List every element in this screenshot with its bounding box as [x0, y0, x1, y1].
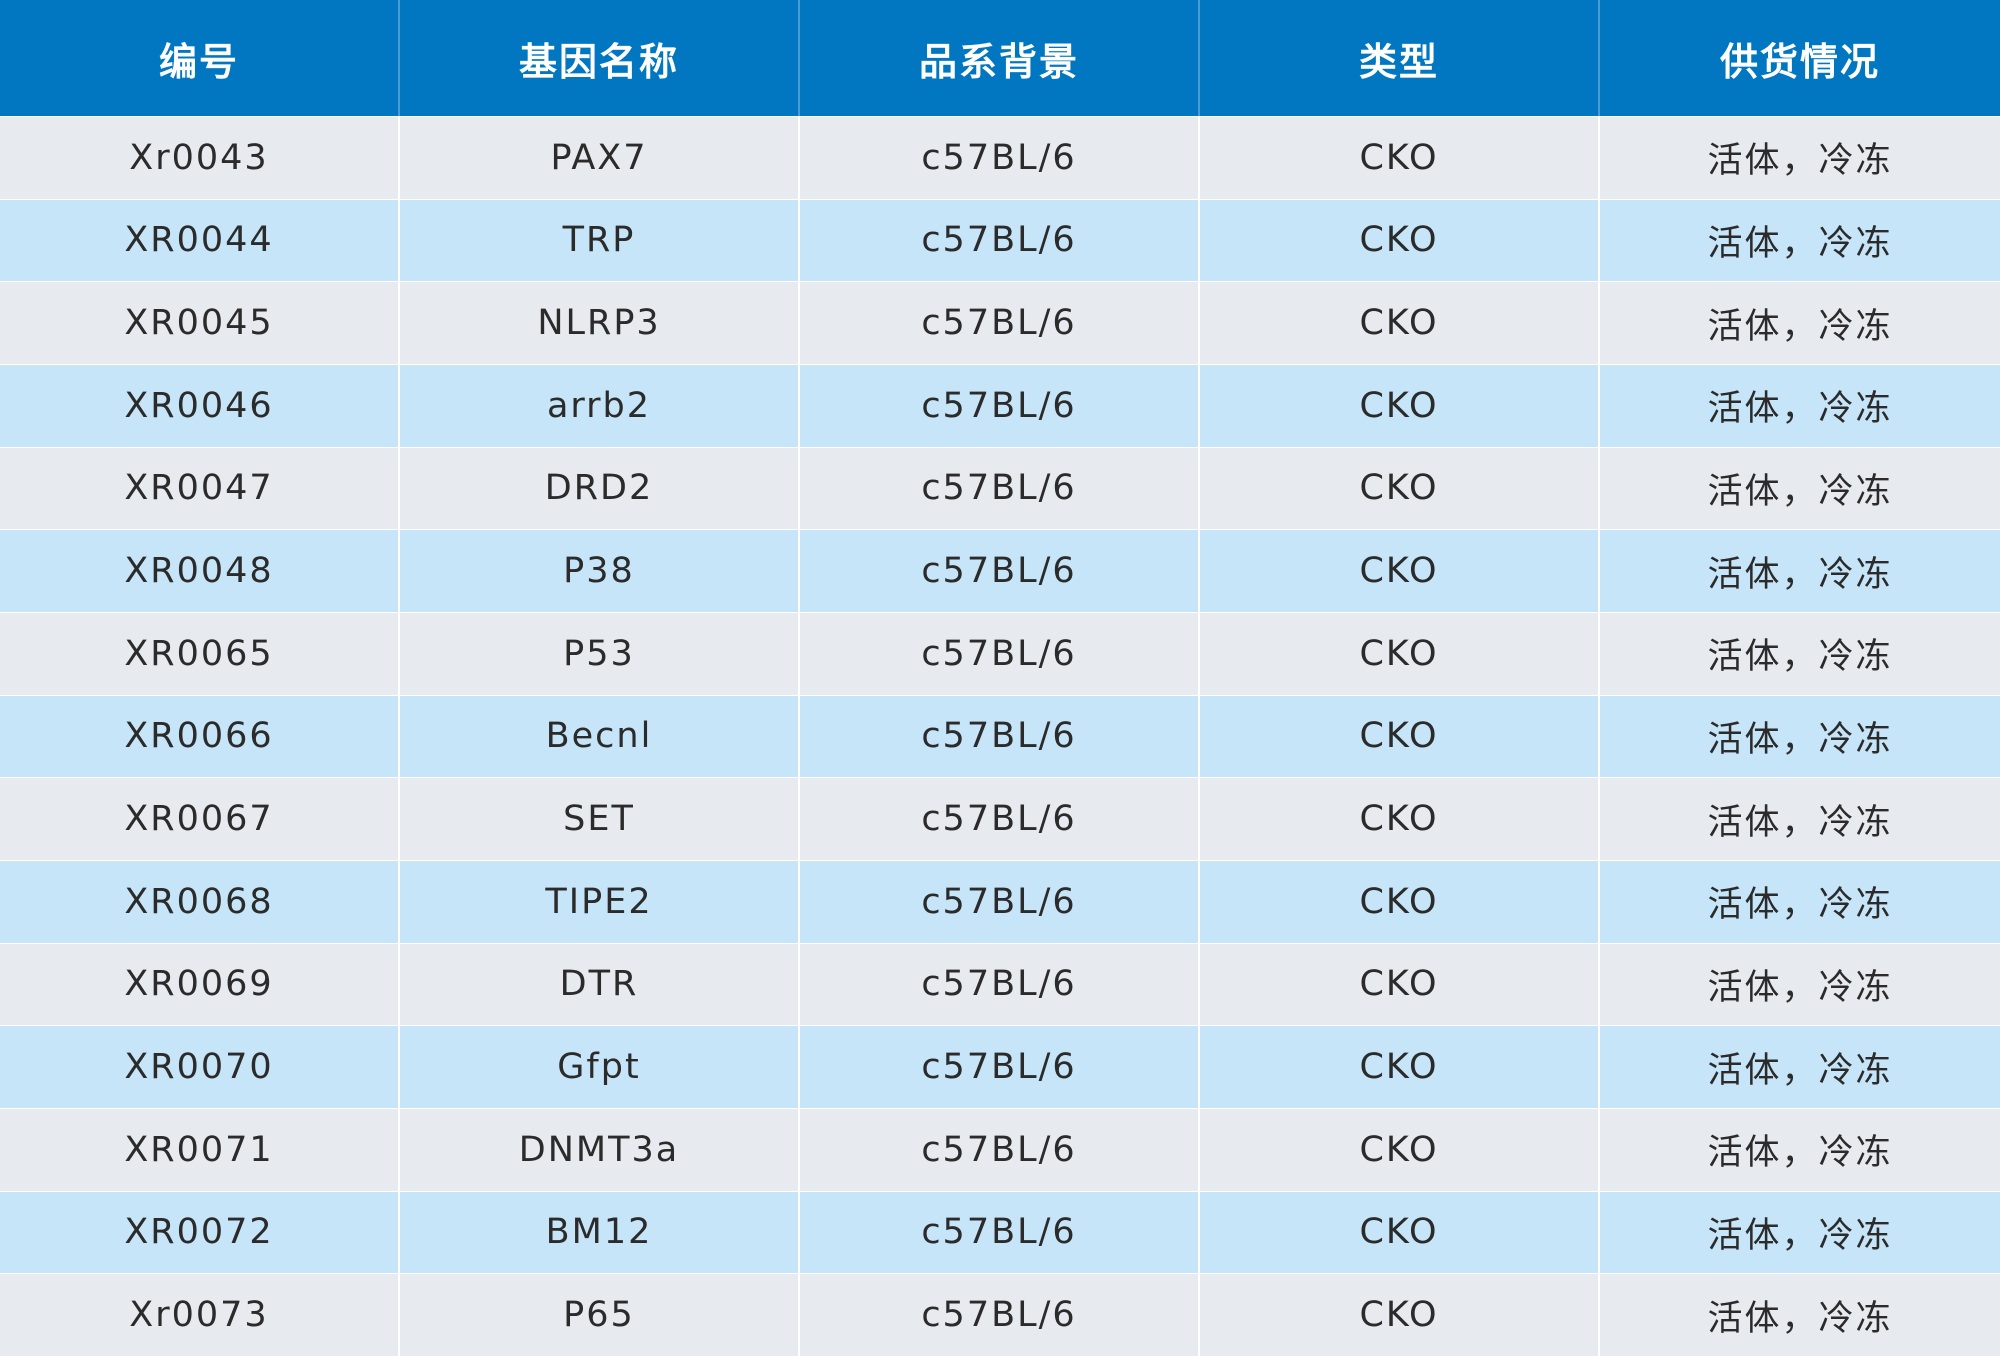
- cell-supply-status: 活体，冷冻: [1707, 223, 1893, 264]
- cell-strain-background: c57BL/6: [800, 860, 1200, 943]
- cell-supply-status: 活体，冷冻: [1707, 1298, 1893, 1339]
- cell-id: XR0044: [0, 199, 400, 282]
- cell-supply-status: 活体，冷冻: [1707, 637, 1893, 678]
- cell-gene-name: Gfpt: [400, 1026, 800, 1108]
- cell-id: XR0046: [0, 364, 400, 447]
- cell-type: CKO: [1200, 1108, 1600, 1191]
- cell-strain-background: c57BL/6: [800, 612, 1200, 695]
- cell-gene-name: P53: [400, 612, 800, 695]
- table-row: XR0066 Becnl c57BL/6 CKO 活体，冷冻: [0, 694, 2000, 778]
- cell-strain-background: c57BL/6: [800, 117, 1200, 199]
- cell-type: CKO: [1200, 943, 1600, 1026]
- cell-id: XR0067: [0, 778, 400, 860]
- cell-gene-name: SET: [400, 778, 800, 860]
- table-row: XR0044 TRP c57BL/6 CKO 活体，冷冻: [0, 198, 2000, 282]
- cell-gene-name: DTR: [400, 943, 800, 1026]
- table-row: XR0068 TIPE2 c57BL/6 CKO 活体，冷冻: [0, 859, 2000, 943]
- cell-gene-name: arrb2: [400, 364, 800, 447]
- header-type: 类型: [1200, 0, 1600, 116]
- table-row: XR0046 arrb2 c57BL/6 CKO 活体，冷冻: [0, 363, 2000, 447]
- cell-strain-background: c57BL/6: [800, 364, 1200, 447]
- cell-strain-background: c57BL/6: [800, 1026, 1200, 1108]
- cell-gene-name: PAX7: [400, 117, 800, 199]
- table-row: XR0072 BM12 c57BL/6 CKO 活体，冷冻: [0, 1190, 2000, 1274]
- cell-gene-name: TRP: [400, 199, 800, 282]
- cell-type: CKO: [1200, 1191, 1600, 1274]
- header-id: 编号: [0, 0, 400, 116]
- cell-strain-background: c57BL/6: [800, 778, 1200, 860]
- cell-id: XR0047: [0, 447, 400, 530]
- cell-id: XR0072: [0, 1191, 400, 1274]
- cell-type: CKO: [1200, 364, 1600, 447]
- cell-id: XR0069: [0, 943, 400, 1026]
- cell-id: XR0068: [0, 860, 400, 943]
- cell-gene-name: P65: [400, 1274, 800, 1356]
- table-row: XR0069 DTR c57BL/6 CKO 活体，冷冻: [0, 942, 2000, 1026]
- table-row: XR0067 SET c57BL/6 CKO 活体，冷冻: [0, 777, 2000, 860]
- cell-supply-status: 活体，冷冻: [1707, 141, 1893, 182]
- cell-strain-background: c57BL/6: [800, 695, 1200, 778]
- cell-type: CKO: [1200, 612, 1600, 695]
- table-row: Xr0043 PAX7 c57BL/6 CKO 活体，冷冻: [0, 116, 2000, 199]
- cell-id: XR0070: [0, 1026, 400, 1108]
- cell-supply-status: 活体，冷冻: [1707, 967, 1893, 1008]
- cell-id: Xr0073: [0, 1274, 400, 1356]
- cell-supply-status: 活体，冷冻: [1707, 1215, 1893, 1256]
- cell-strain-background: c57BL/6: [800, 1108, 1200, 1191]
- cell-type: CKO: [1200, 860, 1600, 943]
- cell-type: CKO: [1200, 199, 1600, 282]
- cell-strain-background: c57BL/6: [800, 447, 1200, 530]
- cell-gene-name: TIPE2: [400, 860, 800, 943]
- cell-supply-status: 活体，冷冻: [1707, 1133, 1893, 1174]
- cell-gene-name: DNMT3a: [400, 1108, 800, 1191]
- cell-type: CKO: [1200, 1026, 1600, 1108]
- cell-type: CKO: [1200, 447, 1600, 530]
- table-row: XR0047 DRD2 c57BL/6 CKO 活体，冷冻: [0, 446, 2000, 530]
- cell-type: CKO: [1200, 530, 1600, 612]
- cell-supply-status: 活体，冷冻: [1707, 471, 1893, 512]
- cell-supply-status: 活体，冷冻: [1707, 1050, 1893, 1091]
- table-row: XR0071 DNMT3a c57BL/6 CKO 活体，冷冻: [0, 1107, 2000, 1191]
- cell-id: XR0048: [0, 530, 400, 612]
- cell-type: CKO: [1200, 1274, 1600, 1356]
- cell-gene-name: DRD2: [400, 447, 800, 530]
- cell-strain-background: c57BL/6: [800, 282, 1200, 364]
- cell-supply-status: 活体，冷冻: [1707, 802, 1893, 843]
- table-row: XR0065 P53 c57BL/6 CKO 活体，冷冻: [0, 611, 2000, 695]
- cell-gene-name: NLRP3: [400, 282, 800, 364]
- cell-type: CKO: [1200, 778, 1600, 860]
- table-row: Xr0073 P65 c57BL/6 CKO 活体，冷冻: [0, 1273, 2000, 1356]
- cell-supply-status: 活体，冷冻: [1707, 885, 1893, 926]
- cell-type: CKO: [1200, 282, 1600, 364]
- table-row: XR0070 Gfpt c57BL/6 CKO 活体，冷冻: [0, 1025, 2000, 1108]
- cell-supply-status: 活体，冷冻: [1707, 554, 1893, 595]
- cell-id: Xr0043: [0, 117, 400, 199]
- cell-supply-status: 活体，冷冻: [1707, 389, 1893, 430]
- header-gene-name: 基因名称: [400, 0, 800, 116]
- cell-strain-background: c57BL/6: [800, 1274, 1200, 1356]
- cell-id: XR0071: [0, 1108, 400, 1191]
- cell-id: XR0065: [0, 612, 400, 695]
- cell-strain-background: c57BL/6: [800, 199, 1200, 282]
- cell-supply-status: 活体，冷冻: [1707, 719, 1893, 760]
- cell-strain-background: c57BL/6: [800, 1191, 1200, 1274]
- cell-strain-background: c57BL/6: [800, 530, 1200, 612]
- cell-id: XR0066: [0, 695, 400, 778]
- header-supply-status: 供货情况: [1719, 39, 1880, 84]
- table-row: XR0048 P38 c57BL/6 CKO 活体，冷冻: [0, 529, 2000, 612]
- table-row: XR0045 NLRP3 c57BL/6 CKO 活体，冷冻: [0, 281, 2000, 364]
- header-strain-background: 品系背景: [800, 0, 1200, 116]
- cell-id: XR0045: [0, 282, 400, 364]
- cell-gene-name: BM12: [400, 1191, 800, 1274]
- cell-type: CKO: [1200, 695, 1600, 778]
- cell-supply-status: 活体，冷冻: [1707, 306, 1893, 347]
- cell-gene-name: Becnl: [400, 695, 800, 778]
- cell-type: CKO: [1200, 117, 1600, 199]
- cell-strain-background: c57BL/6: [800, 943, 1200, 1026]
- cell-gene-name: P38: [400, 530, 800, 612]
- table-header: 编号 基因名称 品系背景 类型 供货情况: [0, 0, 2000, 116]
